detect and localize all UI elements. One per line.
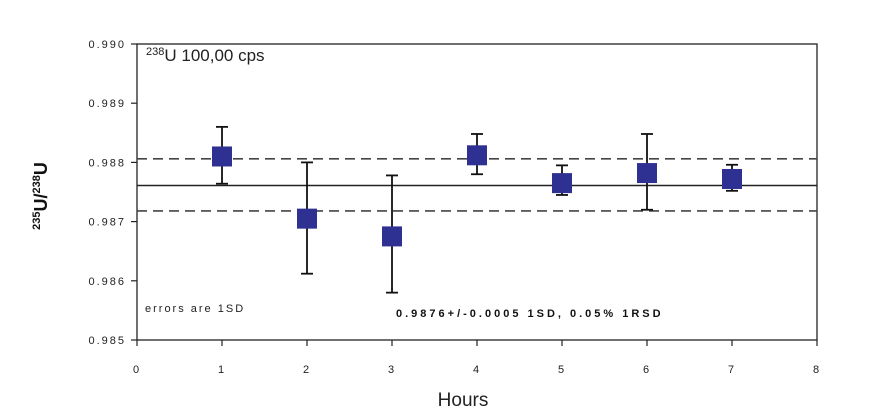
data-point	[297, 161, 317, 275]
x-tick-label: 5	[558, 364, 566, 376]
inset-label: 238U 100,00 cps	[146, 46, 265, 65]
x-tick-label: 4	[473, 364, 481, 376]
y-tick-label: 0.987	[88, 217, 126, 229]
x-tick-label: 8	[813, 364, 821, 376]
y-tick-label: 0.989	[88, 98, 126, 110]
y-tick-label: 0.988	[88, 157, 126, 169]
x-axis-ticks: 0 1 2 3 4 5 6 7 8	[133, 340, 821, 376]
x-axis-label: Hours	[438, 390, 489, 411]
data-marker	[212, 146, 232, 167]
errors-note: errors are 1SD	[145, 303, 245, 315]
y-axis-label-sup1: 235	[31, 212, 43, 230]
data-marker	[382, 226, 402, 247]
data-marker	[297, 208, 317, 229]
data-point	[722, 163, 742, 192]
y-tick-label: 0.990	[88, 39, 126, 51]
data-point	[212, 125, 232, 185]
y-tick-label: 0.985	[88, 335, 126, 347]
x-tick-label: 3	[388, 364, 396, 376]
x-tick-label: 7	[728, 364, 736, 376]
x-tick-label: 2	[303, 364, 311, 376]
inset-label-text: U 100,00 cps	[164, 46, 264, 65]
data-marker	[467, 145, 487, 166]
data-point	[382, 174, 402, 294]
y-axis-label-end: U	[31, 162, 51, 175]
summary-stats: 0.9876+/-0.0005 1SD, 0.05% 1RSD	[396, 308, 664, 320]
y-axis-ticks: 0.990 0.989 0.988 0.987 0.986 0.985	[88, 39, 137, 347]
data-point	[552, 164, 572, 196]
y-axis-label-sup2: 238	[31, 175, 43, 193]
data-points	[212, 125, 742, 294]
x-tick-label: 6	[643, 364, 651, 376]
data-marker	[552, 173, 572, 194]
x-tick-label: 0	[133, 364, 141, 376]
x-tick-label: 1	[218, 364, 226, 376]
data-point	[467, 133, 487, 176]
y-tick-label: 0.986	[88, 276, 126, 288]
inset-label-sup: 238	[146, 46, 164, 58]
y-axis-label-mid: U/	[31, 194, 51, 212]
data-marker	[722, 168, 742, 189]
data-marker	[637, 163, 657, 184]
data-point	[637, 133, 657, 211]
plot-frame	[136, 43, 818, 341]
y-axis-label: 235U/238U	[31, 162, 51, 230]
